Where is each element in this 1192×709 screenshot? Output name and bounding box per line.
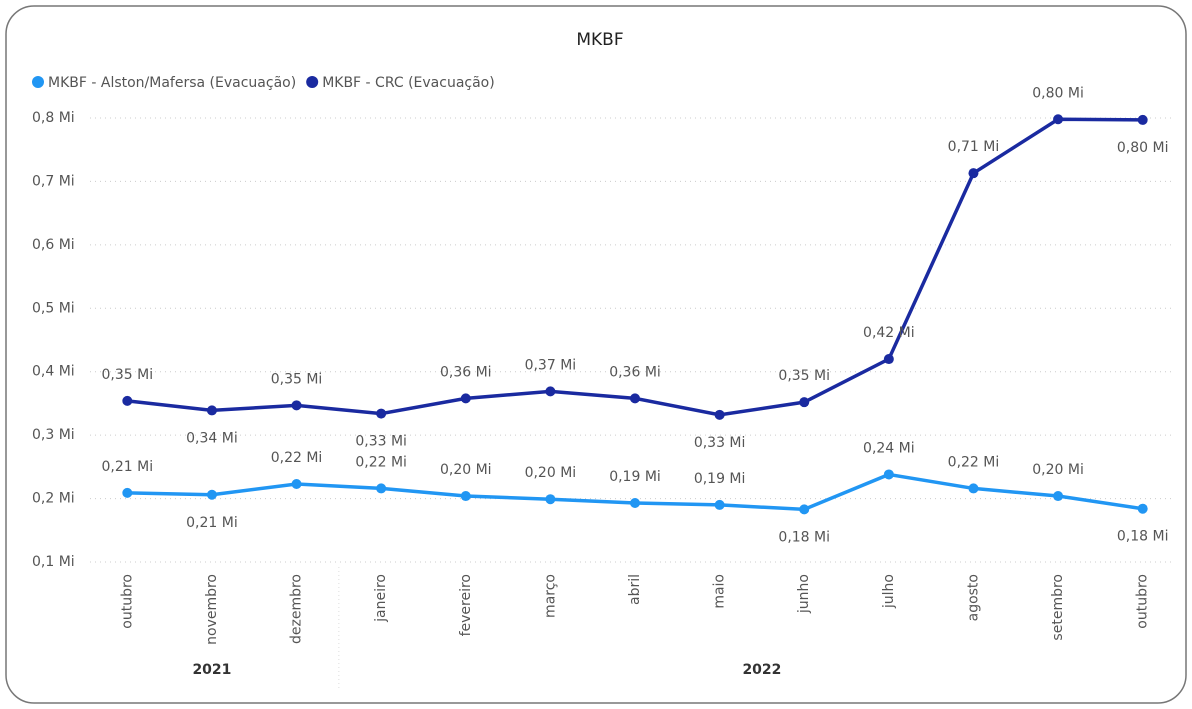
data-label: 0,20 Mi	[1032, 462, 1084, 478]
point	[545, 386, 556, 397]
y-tick-label: 0,2 Mi	[32, 491, 75, 507]
y-tick-label: 0,5 Mi	[32, 300, 75, 316]
data-label: 0,80 Mi	[1032, 85, 1084, 101]
data-label: 0,20 Mi	[525, 465, 577, 481]
point	[376, 483, 387, 494]
data-label: 0,33 Mi	[355, 434, 407, 450]
x-tick-label: janeiro	[373, 574, 389, 623]
point	[630, 393, 640, 404]
point	[291, 400, 302, 411]
y-tick-label: 0,1 Mi	[32, 554, 75, 570]
x-tick-label: julho	[881, 574, 897, 609]
x-tick-label: abril	[627, 574, 643, 605]
point	[968, 168, 979, 179]
x-group-label: 2022	[742, 662, 781, 678]
data-label: 0,18 Mi	[778, 529, 830, 545]
data-label: 0,35 Mi	[102, 367, 154, 383]
x-tick-label: agosto	[965, 574, 981, 621]
data-label: 0,35 Mi	[778, 368, 830, 384]
data-label: 0,19 Mi	[694, 471, 746, 487]
x-tick-label: fevereiro	[458, 574, 474, 636]
data-label: 0,37 Mi	[525, 357, 577, 373]
legend-marker	[306, 76, 319, 88]
point	[122, 487, 133, 498]
x-tick-label: outubro	[1135, 574, 1151, 629]
x-tick-label: junho	[796, 574, 812, 614]
data-label: 0,20 Mi	[440, 462, 492, 478]
data-label: 0,21 Mi	[186, 515, 238, 531]
y-tick-label: 0,7 Mi	[32, 173, 75, 189]
point	[122, 395, 133, 406]
legend-label: MKBF - Alston/Mafersa (Evacuação)	[48, 75, 296, 91]
point	[630, 498, 640, 509]
x-tick-label: outubro	[119, 574, 135, 629]
y-tick-label: 0,4 Mi	[32, 364, 75, 380]
point	[206, 489, 217, 500]
data-label: 0,35 Mi	[271, 371, 323, 387]
point	[1053, 114, 1064, 125]
x-tick-label: setembro	[1050, 574, 1066, 641]
data-label: 0,36 Mi	[609, 364, 661, 380]
x-group-label: 2021	[192, 662, 231, 678]
data-label: 0,22 Mi	[355, 454, 407, 470]
point	[1137, 114, 1148, 125]
point	[714, 409, 725, 420]
data-label: 0,36 Mi	[440, 364, 492, 380]
data-label: 0,42 Mi	[863, 325, 915, 341]
x-tick-label: dezembro	[289, 574, 305, 644]
point	[1137, 503, 1148, 514]
data-label: 0,71 Mi	[948, 139, 1000, 155]
data-label: 0,22 Mi	[948, 454, 1000, 470]
point	[460, 393, 471, 404]
point	[291, 478, 302, 489]
legend-label: MKBF - CRC (Evacuação)	[322, 75, 495, 91]
data-label: 0,34 Mi	[186, 430, 238, 446]
data-label: 0,19 Mi	[609, 469, 661, 485]
x-tick-label: maio	[712, 574, 728, 609]
legend-marker	[32, 76, 44, 88]
x-tick-label: março	[542, 574, 558, 618]
point	[206, 405, 217, 416]
y-tick-label: 0,3 Mi	[32, 427, 75, 443]
data-label: 0,33 Mi	[694, 435, 746, 451]
point	[799, 397, 810, 408]
point	[1053, 491, 1064, 502]
data-label: 0,24 Mi	[863, 440, 915, 456]
x-tick-label: novembro	[204, 574, 220, 645]
point	[883, 354, 894, 365]
data-label: 0,21 Mi	[102, 459, 154, 475]
point	[883, 469, 894, 480]
y-tick-label: 0,8 Mi	[32, 110, 75, 126]
point	[968, 483, 979, 494]
data-label: 0,18 Mi	[1117, 529, 1169, 545]
chart-border	[5, 5, 1187, 704]
point	[799, 504, 810, 515]
point	[714, 499, 725, 510]
data-label: 0,22 Mi	[271, 450, 323, 466]
point	[376, 408, 387, 419]
point	[460, 491, 471, 502]
data-label: 0,80 Mi	[1117, 140, 1169, 156]
y-tick-label: 0,6 Mi	[32, 237, 75, 253]
point	[545, 494, 556, 505]
chart-title: MKBF	[576, 30, 623, 50]
